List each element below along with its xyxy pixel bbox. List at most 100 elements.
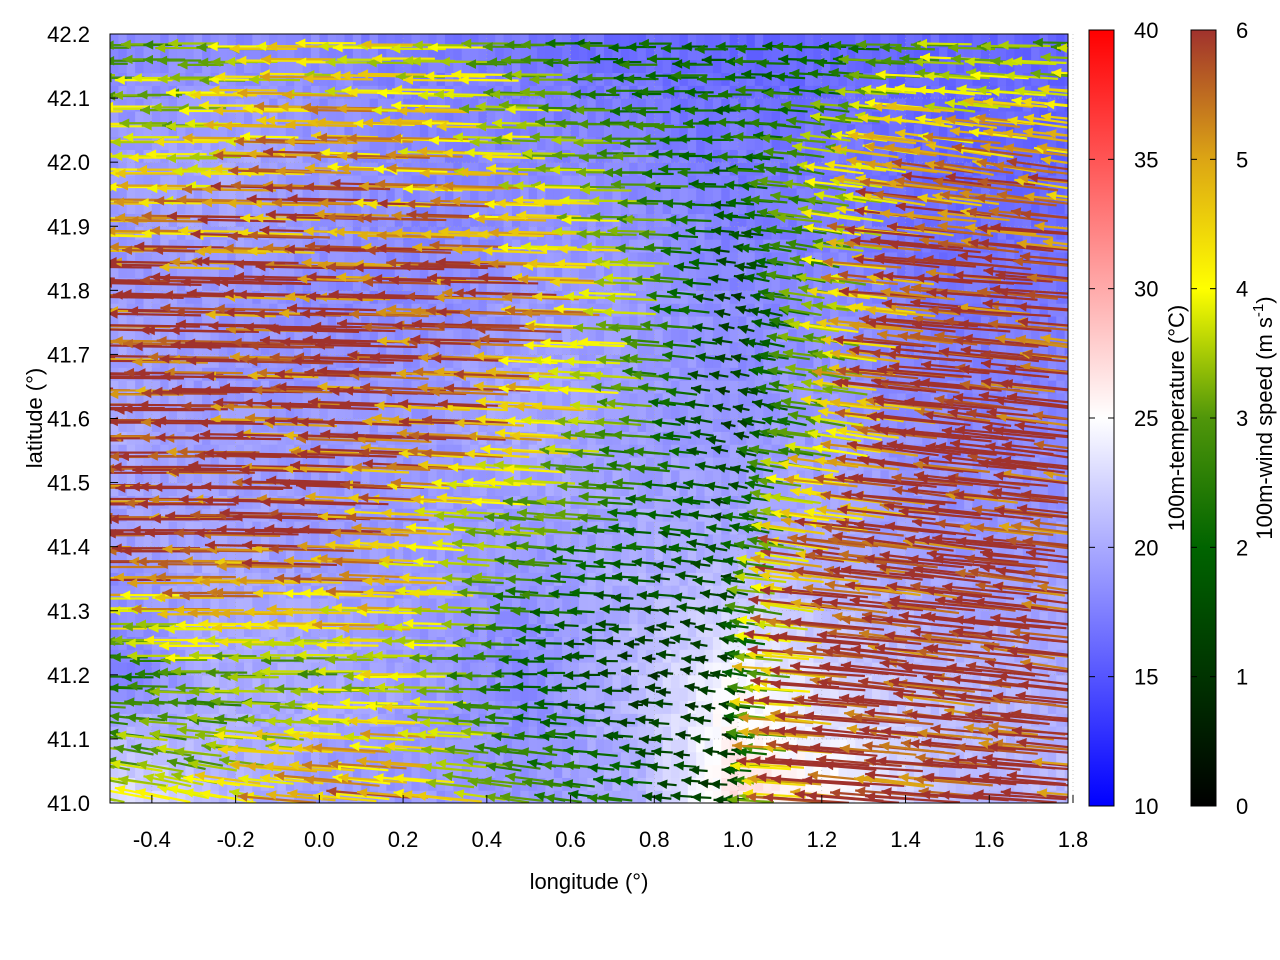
temperature-cell [503,482,513,496]
temperature-cell [176,559,186,573]
temperature-cell [637,662,647,676]
temperature-cell [511,456,521,471]
temperature-cell [553,546,563,561]
temperature-cell [520,46,530,61]
temperature-cell [637,585,647,599]
temperature-cell [361,495,371,509]
temperature-cell [478,264,488,279]
temperature-cell [260,764,270,778]
temperature-cell [185,251,195,266]
temperature-cell [310,264,320,279]
temperature-cell [671,264,681,279]
temperature-cell [352,546,362,561]
temperature-cell [461,610,471,625]
temperature-cell [629,469,639,484]
temperature-cell [595,764,605,778]
temperature-cell [310,597,320,612]
temperature-cell [444,341,454,356]
temperature-cell [578,585,588,599]
temperature-cell [671,328,681,343]
temperature-cell [470,251,480,266]
temperature-cell [151,405,161,420]
temperature-cell [679,482,689,496]
temperature-cell [319,277,329,291]
temperature-cell [645,559,655,573]
temperature-cell [277,315,287,330]
temperature-cell [637,328,647,343]
temperature-cell [545,98,555,112]
temperature-cell [453,700,463,714]
temperature-cell [160,444,170,458]
temperature-cell [671,764,681,778]
temperature-cell [721,46,731,61]
temperature-cell [595,636,605,650]
temperature-cell [436,482,446,496]
temperature-cell [377,354,387,368]
temperature-cell [344,546,354,561]
temperature-cell [352,328,362,343]
temperature-cell [470,264,480,279]
temperature-cell [503,34,513,48]
temperature-cell [704,251,714,266]
temperature-cell [486,521,496,535]
temperature-cell [344,533,354,548]
temperature-cell [704,46,714,61]
temperature-cell [687,713,697,727]
temperature-cell [210,59,220,74]
temperature-cell [612,482,622,496]
temperature-cell [394,136,404,150]
temperature-cell [419,405,429,420]
temperature-cell [771,200,781,215]
temperature-cell [495,264,505,279]
temperature-cell [294,597,304,612]
temperature-cell [553,713,563,727]
temperature-cell [168,764,178,778]
temperature-cell [110,328,119,343]
temperature-cell [377,277,387,291]
temperature-cell [729,636,739,650]
temperature-cell [763,200,773,215]
temperature-cell [444,34,454,48]
temperature-cell [394,713,404,727]
temperature-cell [260,46,270,61]
temperature-cell [587,59,597,74]
temperature-cell [671,110,681,125]
temperature-cell [671,713,681,727]
temperature-cell [704,110,714,125]
temperature-cell [629,290,639,304]
temperature-cell [419,123,429,138]
temperature-cell [570,46,580,61]
temperature-cell [218,533,228,548]
temperature-cell [470,149,480,163]
temperature-cell [444,187,454,202]
temperature-cell [336,764,346,778]
temperature-cell [461,546,471,561]
temperature-cell [260,456,270,471]
temperature-cell [629,187,639,202]
temperature-cell [712,533,722,548]
temperature-cell [394,341,404,356]
temperature-cell [771,303,781,317]
temperature-cell [143,85,153,99]
temperature-cell [461,341,471,356]
temperature-cell [604,226,614,240]
temperature-cell [185,213,195,227]
temperature-cell [486,174,496,189]
temperature-cell [495,405,505,420]
temperature-cell [612,239,622,253]
temperature-cell [310,85,320,99]
temperature-cell [202,174,212,189]
temperature-cell [151,59,161,74]
temperature-cell [721,341,731,356]
temperature-cell [227,495,237,509]
temperature-cell [645,200,655,215]
temperature-cell [218,46,228,61]
temperature-cell [235,738,245,753]
temperature-cell [595,341,605,356]
temperature-cell [729,533,739,548]
temperature-cell [478,174,488,189]
temperature-cell [277,751,287,766]
temperature-cell [227,59,237,74]
temperature-cell [637,174,647,189]
temperature-cell [779,187,789,202]
